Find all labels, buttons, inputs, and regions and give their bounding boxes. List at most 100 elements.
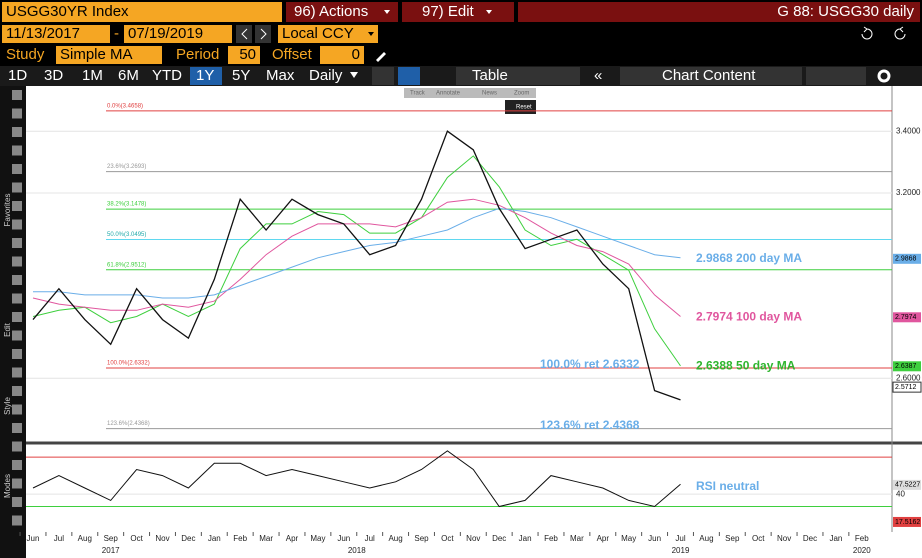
- y-tick-label: 2.6000: [896, 373, 921, 382]
- table-button[interactable]: [456, 67, 580, 85]
- range-button[interactable]: 1M: [82, 67, 103, 84]
- tool-icon[interactable]: [12, 275, 22, 285]
- x-tick-label: Jul: [365, 534, 375, 543]
- chart-content: Chart Content: [662, 67, 756, 84]
- side-label: Style: [3, 397, 12, 415]
- frequency[interactable]: Daily: [309, 67, 343, 84]
- settings-icon[interactable]: [877, 69, 891, 83]
- annotation: 100.0% ret 2.6332: [540, 357, 640, 371]
- tool-icon[interactable]: [12, 497, 22, 507]
- offset-label: Offset: [272, 46, 313, 63]
- offset-field[interactable]: [320, 46, 364, 64]
- currency-field[interactable]: [278, 25, 378, 43]
- tool-icon[interactable]: [12, 460, 22, 470]
- tool-icon[interactable]: [12, 330, 22, 341]
- tool-icon[interactable]: [12, 145, 22, 156]
- ma-label: 2.6388 50 day MA: [696, 358, 796, 372]
- fib-label: 50.0%(3.0495): [107, 232, 146, 238]
- tool-icon[interactable]: [12, 349, 22, 359]
- tool-icon[interactable]: [12, 293, 22, 304]
- actions-button[interactable]: [286, 2, 398, 22]
- rsi-line: [32, 450, 681, 508]
- range-button[interactable]: 1Y: [196, 67, 214, 84]
- mini-tool[interactable]: Track: [410, 91, 426, 97]
- x-tick-label: Oct: [752, 534, 765, 543]
- x-tick-label: Apr: [597, 534, 610, 543]
- range-button[interactable]: 5Y: [232, 67, 250, 84]
- tool-icon[interactable]: [12, 515, 22, 526]
- pen-icon[interactable]: [376, 52, 386, 62]
- mini-toolbar: [404, 88, 536, 98]
- next-button[interactable]: [255, 25, 271, 43]
- date-field[interactable]: [124, 25, 232, 43]
- dropdown-arrow: [368, 32, 374, 36]
- redo-icon[interactable]: [894, 26, 906, 40]
- dropdown-arrow: [384, 10, 390, 14]
- tool-icon[interactable]: [12, 219, 22, 230]
- edit-button[interactable]: [402, 2, 514, 22]
- prev-button[interactable]: [236, 25, 252, 43]
- mini-tool[interactable]: Zoom: [514, 91, 529, 97]
- x-tick-label: Jul: [675, 534, 685, 543]
- range-button[interactable]: Max: [266, 67, 295, 84]
- study: Simple MA: [60, 46, 133, 63]
- line-chart-button[interactable]: [372, 67, 394, 85]
- x-tick-label: Sep: [104, 534, 119, 543]
- collapse-icon[interactable]: «: [594, 67, 602, 84]
- undo-icon[interactable]: [861, 26, 873, 40]
- x-tick-label: May: [621, 534, 636, 543]
- bar-chart-button[interactable]: [398, 67, 420, 85]
- tool-icon[interactable]: [12, 201, 22, 211]
- security-field[interactable]: [2, 2, 282, 22]
- tool-icon[interactable]: [12, 238, 22, 248]
- tool-icon[interactable]: [12, 386, 22, 396]
- side-label: Favorites: [3, 194, 12, 227]
- side-label: Edit: [3, 322, 12, 337]
- last-value-box: [893, 479, 921, 490]
- actions: 96) Actions: [294, 3, 368, 20]
- range-selected: [190, 67, 222, 85]
- range-button[interactable]: YTD: [152, 67, 182, 84]
- tool-icon[interactable]: [12, 478, 22, 489]
- tool-icon[interactable]: [12, 108, 22, 119]
- last-value-box: [893, 516, 921, 527]
- y-tick-label: 3.4000: [896, 126, 921, 135]
- tool-icon[interactable]: [12, 404, 22, 415]
- last-value-box: [893, 253, 921, 264]
- tool-icon[interactable]: [12, 164, 22, 174]
- table: Table: [472, 67, 508, 84]
- fib-label: 23.6%(3.2693): [107, 164, 146, 170]
- range-button[interactable]: 1D: [8, 67, 27, 84]
- tool-icon[interactable]: [12, 423, 22, 433]
- dropdown-arrow: [486, 10, 492, 14]
- range-button[interactable]: 3D: [44, 67, 63, 84]
- mini-tool[interactable]: Reset: [516, 105, 532, 111]
- y-tick-label: 40: [896, 489, 905, 498]
- x-tick-label: Nov: [777, 534, 791, 543]
- x-tick-label: Dec: [181, 534, 195, 543]
- tool-icon[interactable]: [12, 367, 22, 378]
- start-date: 11/13/2017: [6, 25, 80, 42]
- chart-content-button[interactable]: [620, 67, 802, 85]
- x-tick-label: Dec: [803, 534, 817, 543]
- last-value: 2.7974: [895, 314, 917, 321]
- tool-icon[interactable]: [12, 256, 22, 267]
- tool-icon[interactable]: [12, 127, 22, 137]
- study-field[interactable]: [56, 46, 162, 64]
- tool-icon[interactable]: [12, 182, 22, 193]
- x-tick-label: Jan: [519, 534, 532, 543]
- tool-icon[interactable]: [12, 90, 22, 100]
- tool-icon[interactable]: [12, 312, 22, 322]
- mini-tool[interactable]: News: [482, 91, 497, 97]
- range-button[interactable]: 6M: [118, 67, 139, 84]
- edit-icon[interactable]: [806, 67, 866, 85]
- title-bar: [518, 2, 920, 22]
- date-sep: -: [114, 25, 119, 42]
- x-tick-label: Dec: [492, 534, 506, 543]
- date-field[interactable]: [2, 25, 110, 43]
- tool-icon[interactable]: [12, 441, 22, 452]
- mini-tool[interactable]: Annotate: [436, 91, 461, 97]
- side-label: Modes: [3, 474, 12, 498]
- ma-line: [33, 207, 681, 299]
- period-field[interactable]: [228, 46, 260, 64]
